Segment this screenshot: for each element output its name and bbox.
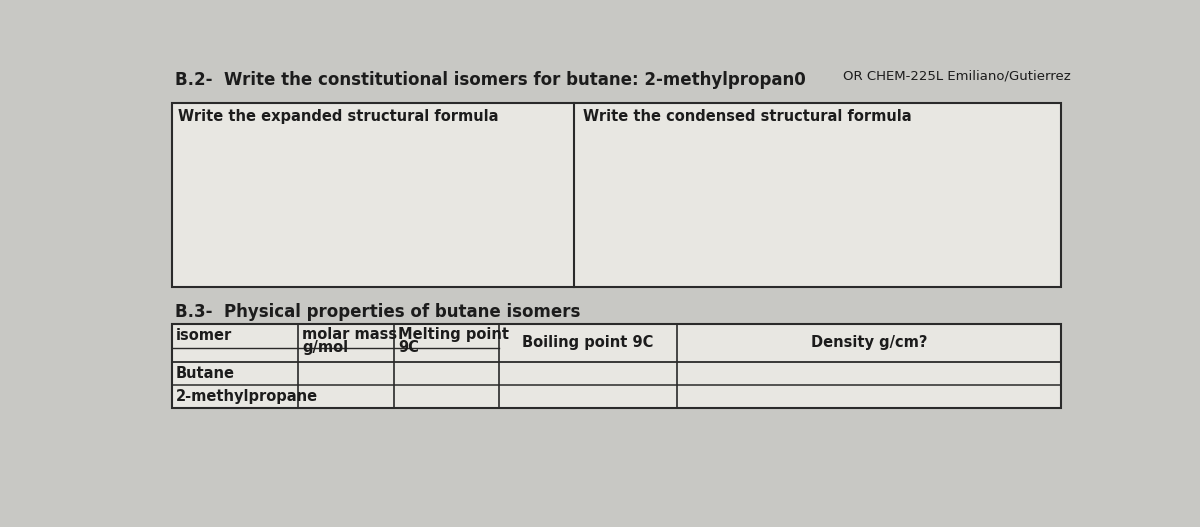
Text: Write the condensed structural formula: Write the condensed structural formula (583, 110, 912, 124)
Text: B.3-  Physical properties of butane isomers: B.3- Physical properties of butane isome… (175, 304, 580, 321)
Text: Write the expanded structural formula: Write the expanded structural formula (178, 110, 498, 124)
Text: Butane: Butane (175, 366, 234, 381)
Text: 2-methylpropane: 2-methylpropane (175, 389, 318, 404)
Text: Density g/cm?: Density g/cm? (811, 335, 928, 350)
Text: OR CHEM-225L Emiliano/Gutierrez: OR CHEM-225L Emiliano/Gutierrez (842, 70, 1070, 82)
Bar (172, 324, 1062, 408)
Text: Melting point: Melting point (398, 327, 509, 343)
Text: 9C: 9C (398, 340, 419, 355)
Bar (172, 103, 1062, 287)
Text: isomer: isomer (175, 328, 232, 343)
Text: molar mass: molar mass (302, 327, 397, 343)
Text: Boiling point 9C: Boiling point 9C (522, 335, 654, 350)
Text: B.2-  Write the constitutional isomers for butane: 2-methylpropan0: B.2- Write the constitutional isomers fo… (175, 71, 805, 89)
Text: g/mol: g/mol (302, 340, 348, 355)
